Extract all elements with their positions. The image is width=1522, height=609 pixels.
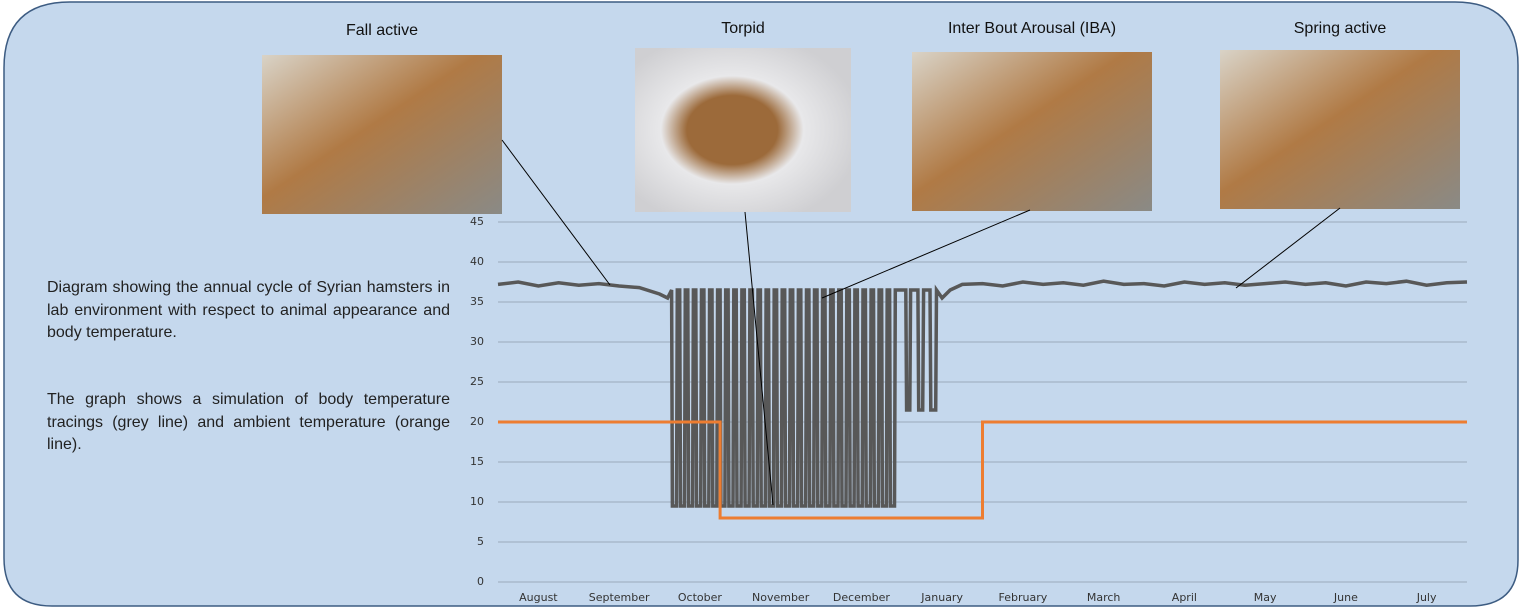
y-tick-label: 20 <box>470 415 484 428</box>
chart: 0 5 10 15 20 25 30 35 40 45 August September October… <box>470 215 1468 604</box>
x-tick-label: March <box>1087 591 1121 604</box>
y-tick-label: 25 <box>470 375 484 388</box>
description: Diagram showing the annual cycle of Syri… <box>47 279 450 341</box>
y-tick-label: 40 <box>470 255 484 268</box>
y-tick-label: 10 <box>470 495 484 508</box>
x-tick-label: February <box>999 591 1048 604</box>
x-tick-label: January <box>920 591 963 604</box>
x-tick-label: July <box>1416 591 1437 604</box>
photo-caption: Torpid <box>721 20 765 37</box>
leader-line <box>501 139 611 286</box>
series-line <box>497 279 1468 508</box>
photo-caption: Inter Bout Arousal (IBA) <box>947 20 1117 37</box>
photo <box>635 48 851 212</box>
x-tick-label: September <box>589 591 650 604</box>
leader-line <box>821 209 1031 299</box>
x-tick-label: August <box>519 591 558 604</box>
photo <box>1220 50 1460 209</box>
y-tick-label: 45 <box>470 215 484 228</box>
y-tick-label: 15 <box>470 455 484 468</box>
x-tick-label: October <box>678 591 722 604</box>
y-tick-label: 35 <box>470 295 484 308</box>
photo-caption: Spring active <box>1293 20 1387 37</box>
y-tick-label: 0 <box>477 575 484 588</box>
leader-line <box>744 211 774 506</box>
leader-line <box>1235 207 1341 289</box>
y-tick-label: 30 <box>470 335 484 348</box>
x-tick-label: April <box>1172 591 1197 604</box>
description: The graph shows a simulation of body tem… <box>47 391 450 453</box>
x-tick-label: June <box>1333 591 1358 604</box>
leader-lines <box>501 139 1341 506</box>
x-tick-label: May <box>1254 591 1277 604</box>
photo <box>262 55 502 214</box>
photo-caption: Fall active <box>345 22 419 39</box>
x-tick-label: November <box>752 591 810 604</box>
photo <box>912 52 1152 211</box>
series-line <box>498 420 1467 520</box>
y-tick-label: 5 <box>477 535 484 548</box>
x-tick-label: December <box>833 591 891 604</box>
